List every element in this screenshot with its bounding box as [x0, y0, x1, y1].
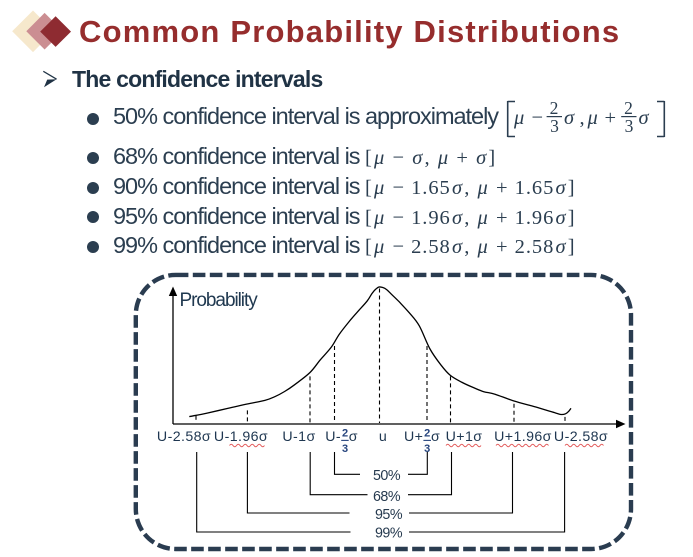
- svg-text:3: 3: [424, 443, 430, 455]
- svg-text:σ: σ: [431, 429, 440, 445]
- svg-text:U+1σ: U+1σ: [446, 429, 483, 445]
- svg-text:U+: U+: [404, 429, 423, 445]
- svg-text:+: +: [605, 107, 617, 129]
- svg-text:2: 2: [550, 98, 559, 118]
- svg-text:μ: μ: [587, 107, 598, 129]
- svg-text:U-1.96σ: U-1.96σ: [214, 429, 268, 445]
- svg-text:−: −: [532, 107, 544, 129]
- svg-text:U+1.96σ: U+1.96σ: [494, 429, 552, 445]
- svg-text:2: 2: [624, 98, 633, 118]
- svg-text:2: 2: [424, 427, 430, 439]
- svg-text:u: u: [379, 429, 387, 445]
- svg-text:Probability: Probability: [180, 290, 259, 311]
- svg-text:,: ,: [580, 107, 585, 129]
- svg-text:U-2.58σ: U-2.58σ: [157, 429, 211, 445]
- svg-text:99%: 99%: [375, 526, 403, 542]
- svg-text:95%: 95%: [375, 507, 403, 523]
- svg-text:50%: 50%: [373, 468, 401, 484]
- svg-text:U-: U-: [325, 429, 341, 445]
- svg-text:3: 3: [342, 443, 348, 455]
- svg-text:3: 3: [550, 116, 559, 136]
- svg-text:U-1σ: U-1σ: [282, 429, 315, 445]
- svg-text:2: 2: [342, 427, 348, 439]
- svg-text:σ: σ: [639, 107, 650, 129]
- svg-text:68%: 68%: [373, 489, 401, 505]
- svg-text:σ: σ: [564, 107, 575, 129]
- svg-text:U-2.58σ: U-2.58σ: [554, 429, 608, 445]
- svg-text:μ: μ: [513, 107, 524, 129]
- svg-text:σ: σ: [349, 429, 358, 445]
- svg-text:3: 3: [625, 116, 634, 136]
